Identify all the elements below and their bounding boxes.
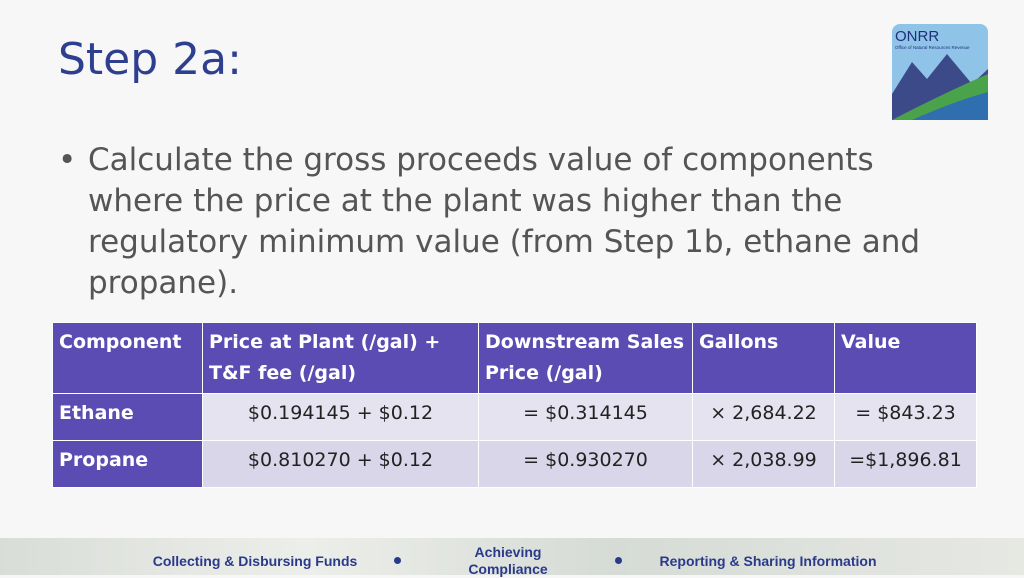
- footer-item: Reporting & Sharing Information: [659, 553, 877, 569]
- footer-dot: [394, 557, 401, 564]
- bullet: • Calculate the gross proceeds value of c…: [58, 140, 938, 304]
- cell: = $0.314145: [478, 393, 693, 441]
- footer-item: Achieving Compliance: [468, 544, 548, 577]
- footer-item: Collecting & Disbursing Funds: [152, 553, 358, 569]
- header-cell: Value: [834, 322, 977, 394]
- header-row: Component Price at Plant (/gal) + T&F fe…: [52, 322, 977, 394]
- cell: × 2,684.22: [692, 393, 835, 441]
- cell: × 2,038.99: [692, 440, 835, 488]
- slide-title: Step 2a:: [58, 34, 242, 85]
- cell: Propane: [52, 440, 203, 488]
- row: Ethane $0.194145 + $0.12 = $0.314145 × 2…: [52, 393, 977, 441]
- header-cell: Downstream Sales Price (/gal): [478, 322, 693, 394]
- logo-subtitle: Office of Natural Resources Revenue: [895, 45, 970, 50]
- logo: ONRR Office of Natural Resources Revenue: [892, 24, 988, 120]
- row: Propane $0.810270 + $0.12 = $0.930270 × …: [52, 440, 977, 488]
- table: Component Price at Plant (/gal) + T&F fe…: [52, 322, 977, 488]
- bullet-text: Calculate the gross proceeds value of co…: [88, 142, 921, 301]
- cell: $0.194145 + $0.12: [202, 393, 479, 441]
- cell: =$1,896.81: [834, 440, 977, 488]
- header-cell: Gallons: [692, 322, 835, 394]
- cell: Ethane: [52, 393, 203, 441]
- header-cell: Price at Plant (/gal) + T&F fee (/gal): [202, 322, 479, 394]
- cell: = $843.23: [834, 393, 977, 441]
- footer-dot: [615, 557, 622, 564]
- logo-title: ONRR: [895, 28, 939, 45]
- header-cell: Component: [52, 322, 203, 394]
- footer: Collecting & Disbursing Funds Achieving …: [0, 538, 1024, 577]
- cell: = $0.930270: [478, 440, 693, 488]
- cell: $0.810270 + $0.12: [202, 440, 479, 488]
